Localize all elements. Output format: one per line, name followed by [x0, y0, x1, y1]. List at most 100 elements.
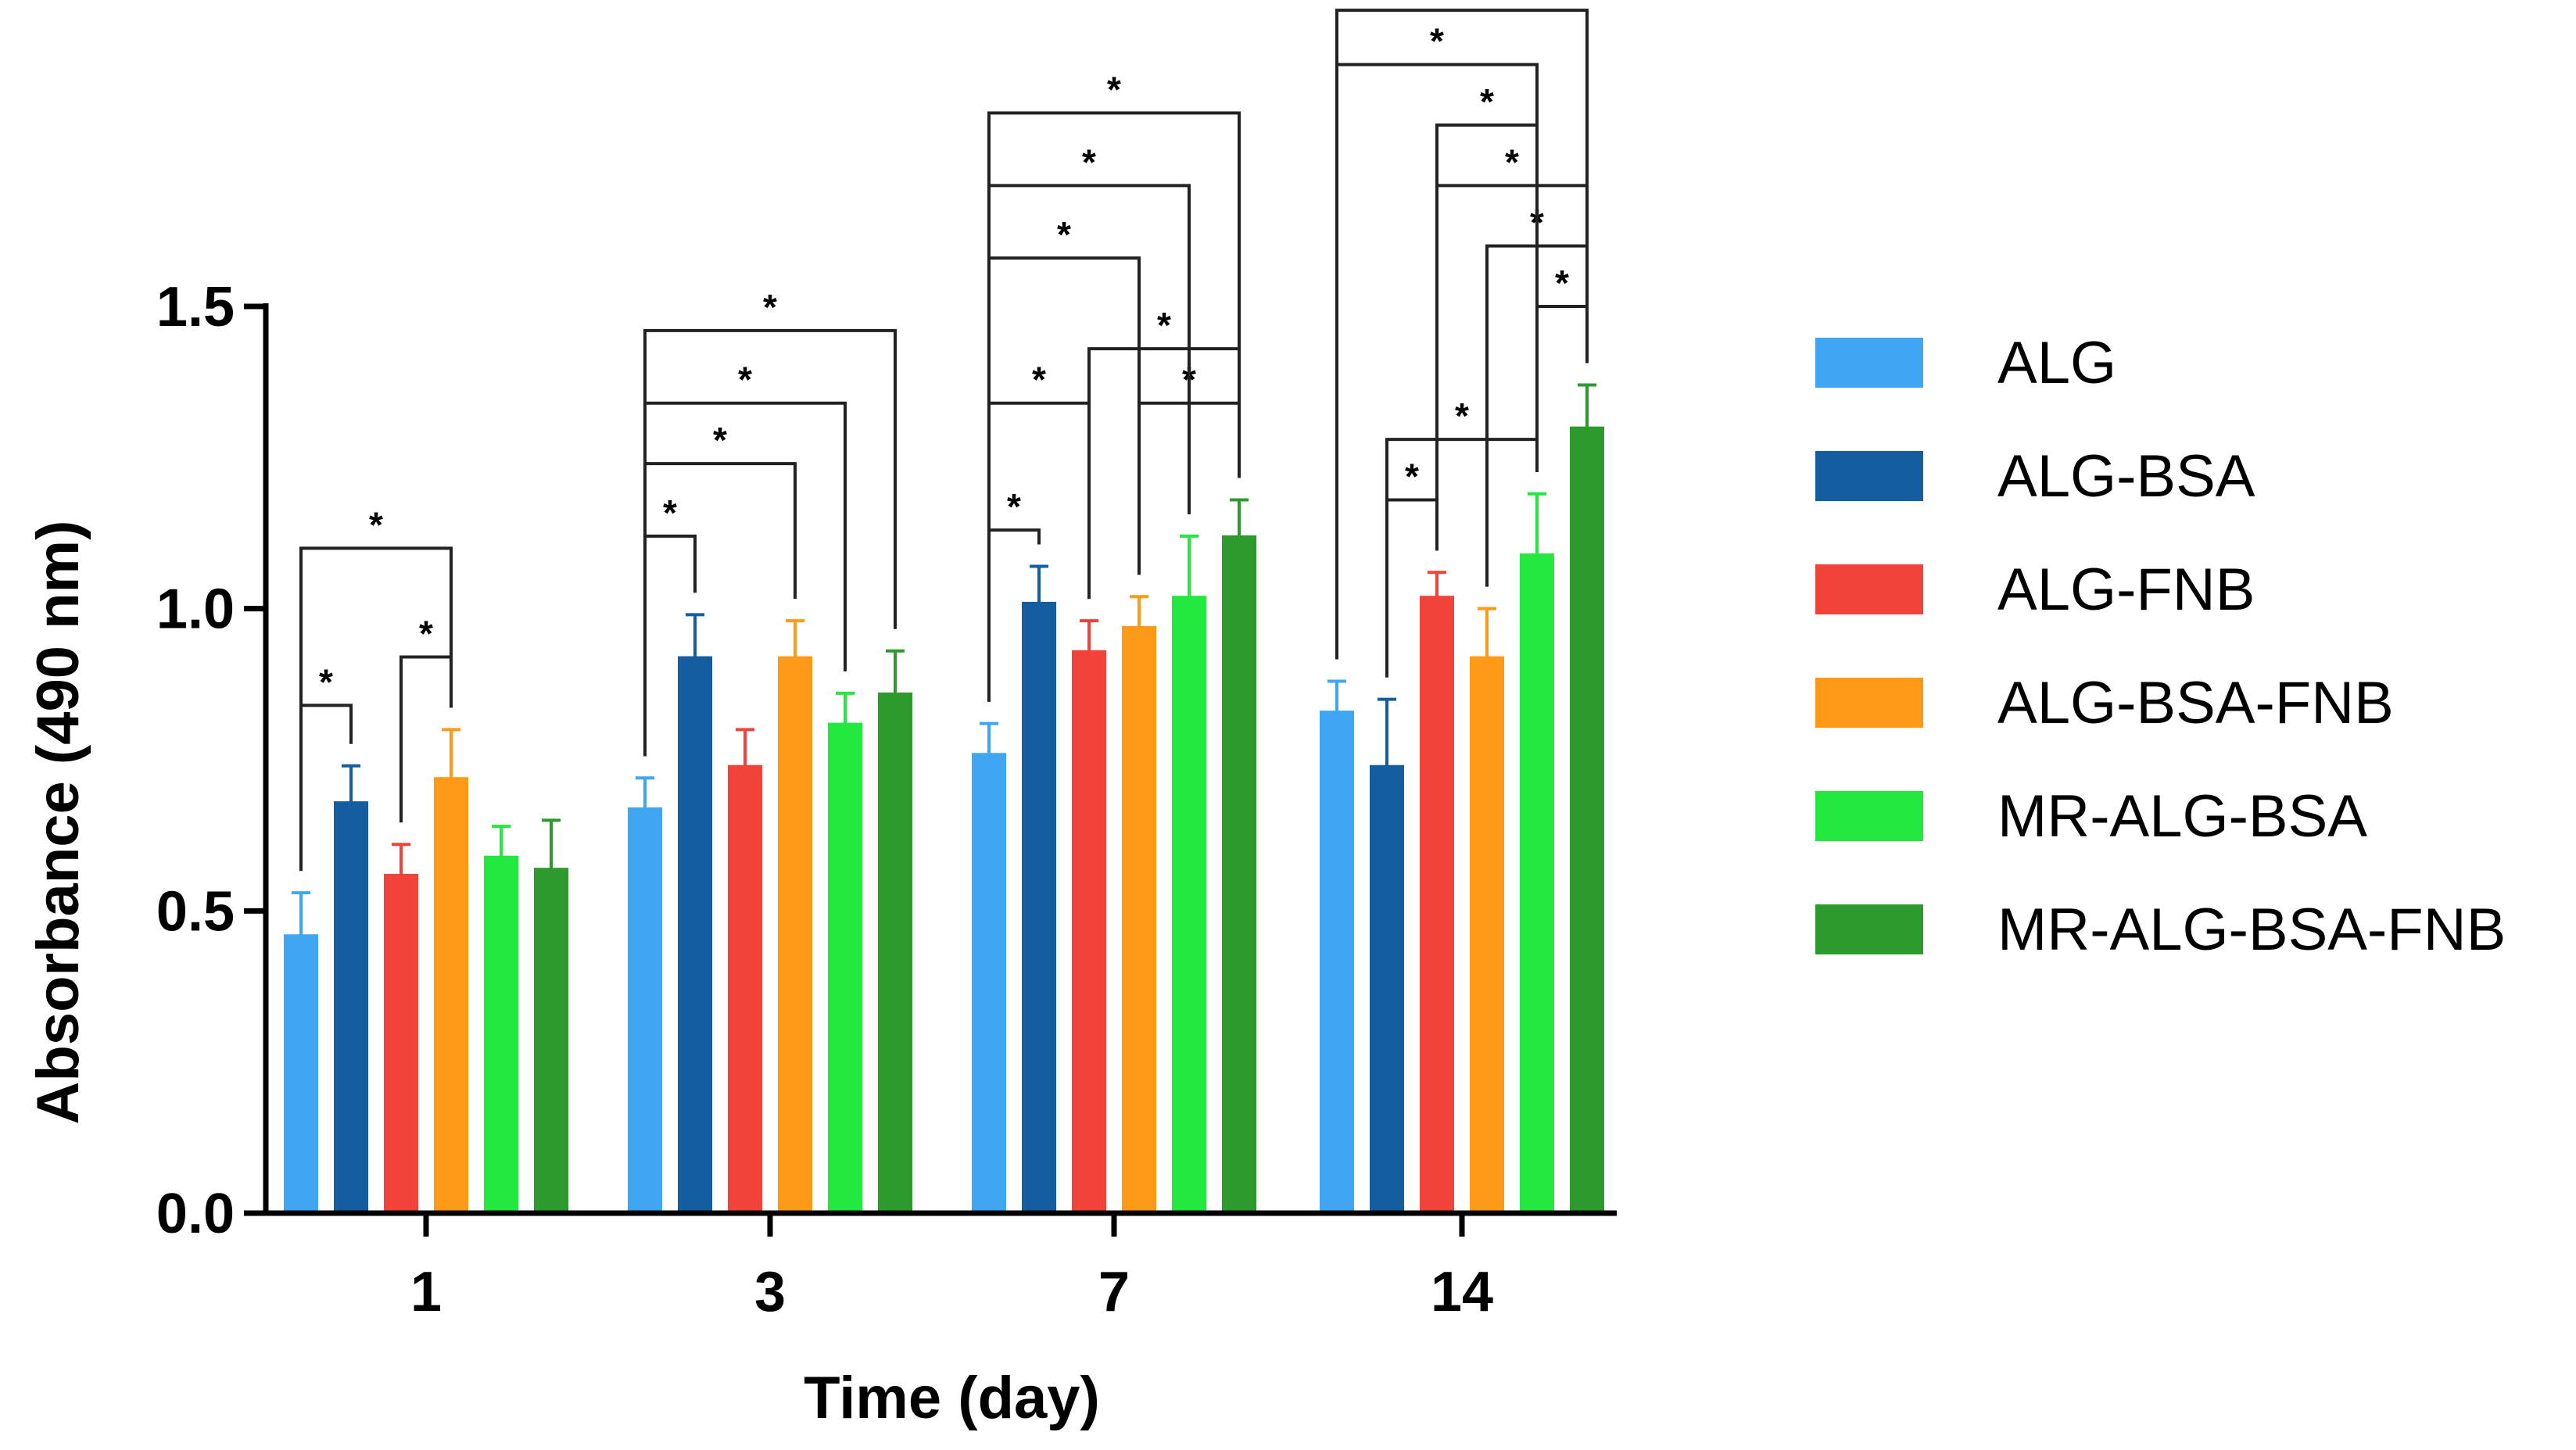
error-bar — [1180, 534, 1198, 597]
bar-alg-bsa-day-3 — [678, 656, 712, 1214]
error-bar — [1130, 595, 1148, 627]
error-bar — [442, 728, 460, 779]
significance-star: * — [1455, 0, 1469, 7]
significance-star: * — [663, 492, 677, 533]
bracket-line — [1335, 9, 1589, 660]
legend-swatch — [1815, 791, 1923, 841]
significance-star: * — [319, 661, 333, 702]
significance-bracket: * — [1335, 0, 1589, 660]
error-bar — [1478, 607, 1496, 657]
error-bar — [1528, 492, 1546, 555]
bar-mr-alg-bsa-day-14 — [1520, 553, 1554, 1214]
x-axis-ticks: 1 3 7 14 — [410, 1213, 1493, 1323]
bar-mr-alg-bsa-fnb-day-1 — [534, 868, 568, 1214]
bar-alg-bsa-fnb-day-1 — [434, 777, 468, 1214]
significance-bracket: * — [987, 70, 1241, 702]
significance-star: * — [738, 360, 752, 400]
bar-alg-day-1 — [284, 934, 318, 1215]
bracket-line — [643, 401, 847, 757]
error-bar — [492, 825, 511, 857]
error-bar — [1030, 564, 1048, 603]
bracket-line — [1087, 347, 1241, 600]
legend-item-alg: ALG — [1815, 330, 2116, 396]
y-tick-label: 0.0 — [156, 1183, 235, 1245]
bracket-line — [987, 256, 1141, 702]
bar-alg-bsa-fnb-day-7 — [1122, 625, 1156, 1214]
significance-star: * — [1157, 305, 1171, 345]
error-bar — [886, 649, 905, 693]
error-bar — [342, 764, 360, 803]
bar-mr-alg-bsa-day-3 — [828, 722, 862, 1214]
bar-alg-fnb-day-7 — [1072, 650, 1106, 1214]
significance-bracket: * — [643, 420, 797, 757]
bracket-line — [643, 328, 897, 757]
error-bar — [686, 613, 704, 657]
legend-label: ALG-FNB — [1997, 557, 2255, 623]
x-tick-label: 3 — [754, 1261, 786, 1323]
significance-star: * — [1405, 456, 1419, 496]
significance-bracket: * — [643, 287, 897, 757]
significance-bracket: * — [643, 360, 847, 757]
legend-label: ALG-BSA — [1997, 443, 2255, 510]
error-bar — [1378, 697, 1396, 766]
bar-alg-fnb-day-3 — [728, 764, 762, 1214]
error-bar — [636, 776, 654, 808]
legend-label: ALG — [1997, 330, 2116, 396]
significance-star: * — [419, 614, 433, 654]
significance-star: * — [763, 287, 777, 328]
legend-item-alg-fnb: ALG-FNB — [1815, 557, 2255, 623]
legend-swatch — [1815, 338, 1923, 388]
bracket-line — [299, 546, 453, 872]
bracket-line — [1435, 184, 1589, 551]
bar-alg-day-3 — [628, 807, 662, 1215]
bar-alg-bsa-day-1 — [334, 801, 368, 1214]
error-bar — [1327, 679, 1346, 712]
y-tick-label: 1.0 — [156, 578, 235, 641]
bar-alg-bsa-fnb-day-14 — [1470, 656, 1504, 1214]
significance-star: * — [1082, 141, 1096, 182]
y-tick-label: 1.5 — [156, 276, 235, 338]
error-bar — [736, 728, 754, 766]
legend-label: ALG-BSA-FNB — [1997, 670, 2394, 736]
error-bar — [392, 843, 410, 875]
error-bar — [1578, 383, 1596, 428]
bar-alg-day-14 — [1320, 711, 1354, 1214]
legend-label: MR-ALG-BSA-FNB — [1997, 897, 2506, 963]
error-bar — [786, 619, 804, 657]
bar-mr-alg-bsa-fnb-day-3 — [878, 692, 912, 1214]
y-axis-ticks: 0.0 0.5 1.0 1.5 — [156, 276, 266, 1245]
error-bar — [1230, 498, 1249, 536]
significance-star: * — [1057, 214, 1071, 255]
significance-star: * — [1032, 360, 1046, 400]
significance-bracket: * — [1385, 396, 1539, 678]
bracket-line — [987, 111, 1241, 702]
legend-item-mr-alg-bsa: MR-ALG-BSA — [1815, 783, 2367, 850]
bars — [284, 426, 1604, 1215]
bar-mr-alg-bsa-fnb-day-14 — [1570, 426, 1604, 1214]
significance-star: * — [1430, 21, 1444, 62]
error-bars — [292, 383, 1596, 936]
significance-bracket: * — [1087, 305, 1241, 600]
y-axis-title: Absorbance (490 nm) — [25, 521, 91, 1125]
legend-item-mr-alg-bsa-fnb: MR-ALG-BSA-FNB — [1815, 897, 2506, 963]
legend-item-alg-bsa: ALG-BSA — [1815, 443, 2255, 510]
error-bar — [1080, 619, 1098, 651]
significance-star: * — [1555, 263, 1569, 303]
bar-alg-day-7 — [972, 753, 1006, 1214]
significance-star: * — [1455, 396, 1469, 436]
y-tick-label: 0.5 — [156, 880, 235, 943]
bar-alg-fnb-day-1 — [384, 873, 418, 1215]
bar-mr-alg-bsa-fnb-day-7 — [1222, 535, 1256, 1214]
bar-mr-alg-bsa-day-7 — [1172, 596, 1206, 1214]
bar-alg-bsa-fnb-day-3 — [778, 656, 812, 1214]
significance-bracket: * — [987, 214, 1141, 702]
significance-star: * — [1107, 70, 1121, 110]
significance-brackets: ********************** — [299, 0, 1589, 872]
significance-star: * — [713, 420, 727, 460]
significance-star: * — [369, 504, 383, 545]
bar-alg-fnb-day-14 — [1420, 596, 1454, 1214]
x-tick-label: 1 — [410, 1261, 442, 1323]
legend: ALG ALG-BSA ALG-FNB ALG-BSA-FNB MR-ALG-BSA MR… — [1815, 330, 2506, 963]
legend-swatch — [1815, 904, 1923, 954]
x-tick-label: 14 — [1431, 1261, 1493, 1323]
